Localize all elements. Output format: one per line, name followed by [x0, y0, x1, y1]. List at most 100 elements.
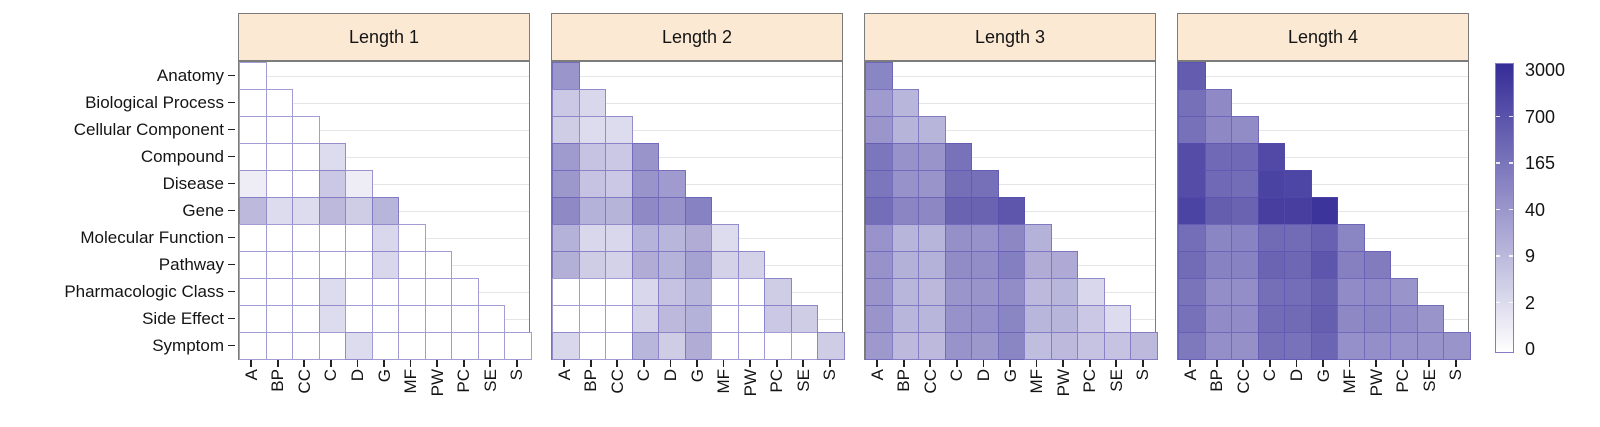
heatmap-cell	[918, 143, 946, 171]
heatmap-cell	[1257, 197, 1286, 225]
legend-tick-mark	[1509, 162, 1513, 164]
heatmap-cell	[1363, 278, 1392, 306]
heatmap-cell	[1077, 305, 1105, 333]
gridline	[865, 75, 1155, 78]
heatmap-cell	[1310, 278, 1339, 306]
heatmap-cell	[1178, 224, 1206, 252]
x-axis-tick	[1088, 360, 1091, 367]
heatmap-cell	[1077, 332, 1105, 360]
x-axis-label: MF	[401, 369, 421, 394]
legend-tick-mark	[1496, 162, 1500, 164]
x-axis-tick	[409, 360, 412, 367]
heatmap-cell	[605, 197, 633, 225]
heatmap-cell	[764, 278, 792, 306]
legend-tick-mark	[1496, 301, 1500, 304]
facet-plot-area	[1177, 61, 1471, 360]
legend-tick-label: 3000	[1525, 60, 1566, 80]
gridline	[552, 75, 842, 78]
heatmap-cell	[318, 305, 347, 333]
heatmap-cell	[477, 305, 506, 333]
x-axis-label: PW	[1053, 369, 1073, 397]
heatmap-cell	[711, 332, 739, 360]
x-axis-label: C	[947, 369, 967, 382]
heatmap-cell	[1231, 197, 1259, 225]
y-axis-label: Compound	[140, 147, 224, 166]
heatmap-cell	[1024, 278, 1052, 306]
heatmap-cell	[971, 170, 999, 198]
y-axis-tick	[228, 128, 235, 131]
heatmap-cell	[504, 332, 532, 360]
heatmap-cell	[578, 278, 607, 306]
y-axis-label: Anatomy	[156, 66, 224, 85]
heatmap-cell	[944, 305, 973, 333]
y-axis-tick	[228, 317, 235, 320]
heatmap-cell	[605, 251, 633, 279]
y-axis-label: Pharmacologic Class	[64, 282, 224, 301]
heatmap-cell	[1231, 305, 1259, 333]
legend-tick-label: 0	[1525, 339, 1536, 359]
x-axis-label: PC	[767, 369, 787, 393]
heatmap-cell	[918, 278, 946, 306]
x-axis-label: D	[347, 369, 367, 382]
x-axis-label: C	[321, 369, 341, 382]
heatmap-cell	[398, 305, 426, 333]
heatmap-cell	[1024, 224, 1052, 252]
heatmap-cell	[865, 305, 893, 333]
heatmap-cell	[1178, 116, 1206, 144]
x-axis-label: S	[1446, 369, 1466, 381]
heatmap-cell	[944, 278, 973, 306]
facet-title: Length 3	[974, 26, 1046, 47]
heatmap-cell	[918, 251, 946, 279]
heatmap-cell	[424, 332, 453, 360]
x-axis-label: SE	[1419, 369, 1439, 392]
heatmap-cell	[552, 143, 580, 171]
heatmap-cell	[1337, 251, 1365, 279]
x-axis-label: BP	[894, 369, 914, 392]
heatmap-cell	[658, 224, 686, 252]
heatmap-cell	[1231, 278, 1259, 306]
heatmap-cell	[1310, 251, 1339, 279]
x-axis-label: MF	[714, 369, 734, 394]
heatmap-cell	[477, 332, 506, 360]
heatmap-cell	[737, 251, 766, 279]
heatmap-cell	[1257, 278, 1286, 306]
x-axis-tick	[722, 360, 725, 367]
y-axis-tick	[228, 101, 235, 104]
heatmap-cell	[1050, 332, 1079, 360]
heatmap-cell	[658, 305, 686, 333]
heatmap-cell	[371, 197, 400, 225]
y-axis-label: Symptom	[152, 336, 224, 355]
y-axis-tick	[228, 236, 235, 239]
heatmap-cell	[424, 278, 453, 306]
heatmap-cell	[891, 170, 920, 198]
heatmap-cell	[684, 305, 713, 333]
heatmap-cell	[944, 332, 973, 360]
x-axis-label: D	[1286, 369, 1306, 382]
heatmap-cell	[292, 143, 320, 171]
heatmap-cell	[997, 197, 1026, 225]
heatmap-cell	[711, 305, 739, 333]
heatmap-cell	[578, 116, 607, 144]
heatmap-cell	[1178, 305, 1206, 333]
heatmap-cell	[265, 251, 294, 279]
heatmap-cell	[1204, 332, 1233, 360]
heatmap-cell	[424, 305, 453, 333]
heatmap-cell	[631, 143, 660, 171]
heatmap-cell	[345, 332, 373, 360]
heatmap-cell	[658, 332, 686, 360]
heatmap-cell	[631, 224, 660, 252]
heatmap-cell	[239, 305, 267, 333]
gridline	[239, 129, 529, 132]
gridline	[865, 129, 1155, 132]
heatmap-cell	[578, 251, 607, 279]
heatmap-cell	[1231, 143, 1259, 171]
x-axis-label: SE	[793, 369, 813, 392]
y-axis-label: Disease	[162, 174, 224, 193]
heatmap-cell	[345, 224, 373, 252]
heatmap-cell	[1284, 251, 1312, 279]
y-axis-tick	[228, 344, 235, 347]
legend-tick-mark	[1509, 115, 1513, 118]
x-axis-label: D	[660, 369, 680, 382]
gridline	[552, 156, 842, 159]
heatmap-cell	[1363, 251, 1392, 279]
